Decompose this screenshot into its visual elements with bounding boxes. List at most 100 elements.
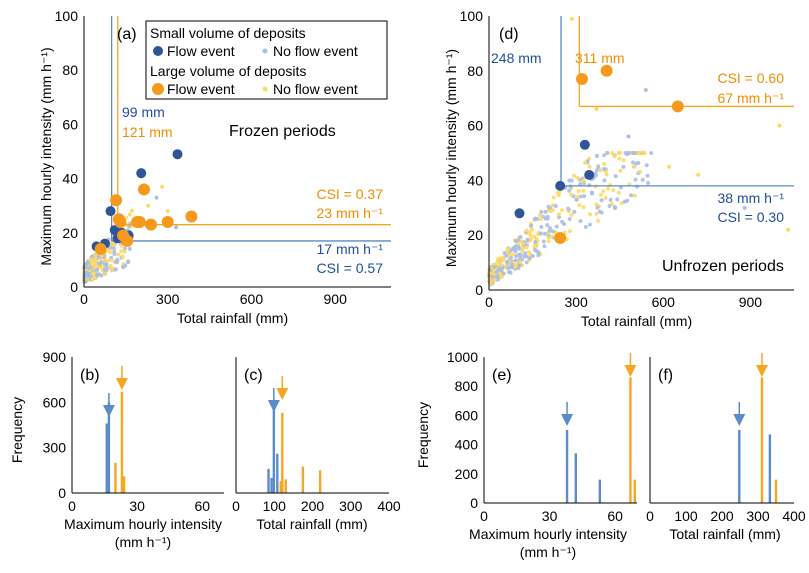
panel-e-large-bar <box>629 377 632 503</box>
panel-d-noflow-point <box>556 193 561 198</box>
panel-d-noflow-point <box>504 260 509 265</box>
panel-d-small-flow-point <box>555 180 566 191</box>
panel-f-large-bar <box>774 479 778 503</box>
panel-a-noflow-point <box>116 252 121 257</box>
panel-d-noflow-point <box>557 189 562 194</box>
panel-d-noflow-point <box>633 177 638 182</box>
panel-f-panel-label: (f) <box>658 367 673 384</box>
panel-a-small-flow-point <box>172 149 183 160</box>
panel-d-noflow-point <box>520 241 525 246</box>
panel-d-noflow-point <box>497 265 502 270</box>
legend: Small volume of deposits Flow event No flo… <box>145 20 388 100</box>
panel-a-noflow-point <box>91 271 96 276</box>
panel-d-noflow-point <box>527 256 532 261</box>
panel-d-noflow-point <box>524 245 529 250</box>
panel-d-noflow-point <box>534 249 539 254</box>
panel-a-noflow-point <box>102 267 107 272</box>
panel-d-noflow-point <box>594 211 599 216</box>
panel-a-xtick-label: 0 <box>80 291 88 307</box>
panel-f-large-arrow <box>755 365 768 377</box>
panel-a-noflow-point <box>119 243 124 248</box>
panel-e-ytick-label: 800 <box>455 378 479 394</box>
panel-d-noflow-point <box>667 164 672 169</box>
panel-a-noflow-point <box>97 261 102 266</box>
panel-d-noflow-point <box>587 222 592 227</box>
panel-a-noflow-point <box>154 195 159 200</box>
panel-d-noflow-point <box>499 262 504 267</box>
panel-d-noflow-point <box>615 197 620 202</box>
panel-e-large-bar <box>633 479 637 503</box>
panel-d-noflow-point <box>518 255 523 260</box>
panel-a-xtick-label: 600 <box>240 291 264 307</box>
legend-small-noflow-marker <box>262 48 268 54</box>
panel-d-noflow-point <box>524 228 529 233</box>
panel-d-noflow-point <box>589 191 594 196</box>
panel-d-noflow-point <box>547 228 552 233</box>
panel-a-noflow-point <box>111 242 116 247</box>
panel-a-small-csi-label: CSI = 0.57 <box>316 260 383 276</box>
panel-d-noflow-point <box>543 209 548 214</box>
panel-d-noflow-point <box>602 153 607 158</box>
panel-c-xtick-label: 100 <box>263 498 287 514</box>
panel-b-xtick-label: 30 <box>129 498 145 514</box>
panel-d-noflow-point <box>595 205 600 210</box>
panel-a-ytick-label: 80 <box>62 62 78 78</box>
panel-d-noflow-point <box>542 231 547 236</box>
panel-d-large-flow-point <box>600 64 613 77</box>
panel-d-noflow-point <box>530 254 535 259</box>
panel-d-noflow-point <box>549 234 554 239</box>
panel-d-ytick-label: 40 <box>467 172 483 188</box>
panel-d-noflow-point <box>505 247 510 252</box>
panel-d-noflow-point <box>508 270 513 275</box>
panel-d-noflow-point <box>582 194 587 199</box>
panel-d-noflow-point <box>545 216 550 221</box>
panel-d-large-total-label: 311 mm <box>575 50 625 66</box>
panel-a-noflow-point <box>120 254 125 259</box>
panel-a-large-total-label: 121 mm <box>122 124 173 140</box>
panel-f-xtick-label: 300 <box>746 508 770 524</box>
panel-a-small-flow-point <box>136 168 147 179</box>
panel-a-large-csi-label: CSI = 0.37 <box>316 186 383 202</box>
panel-d-noflow-point <box>502 251 507 256</box>
panel-a-small-total-label: 99 mm <box>122 104 165 120</box>
panel-d-noflow-point <box>598 168 603 173</box>
panel-f-xtick-label: 100 <box>674 508 698 524</box>
panel-d-noflow-point <box>513 264 518 269</box>
panel-a-small-flow-point <box>105 206 116 217</box>
panel-a-noflow-point <box>83 270 88 275</box>
panel-d-noflow-point <box>528 233 533 238</box>
panel-a-ytick-label: 20 <box>62 225 78 241</box>
panel-d-noflow-point <box>578 219 583 224</box>
panel-d-noflow-point <box>541 239 546 244</box>
panel-b-large-arrow <box>115 378 128 390</box>
panel-a-noflow-point <box>94 273 99 278</box>
panel-d-noflow-point <box>492 277 497 282</box>
legend-small-flow-marker <box>153 46 163 56</box>
panel-d-noflow-point <box>621 158 626 163</box>
panel-d-noflow-point <box>613 206 618 211</box>
panel-d-noflow-point <box>593 171 598 176</box>
panel-c-large-bar <box>301 466 305 493</box>
panel-d-noflow-point <box>583 224 588 229</box>
panel-d-noflow-point <box>612 154 617 159</box>
panel-d-noflow-point <box>626 134 631 139</box>
panel-a-noflow-point <box>108 263 113 268</box>
panel-d-noflow-point <box>696 172 701 177</box>
panel-d-noflow-point <box>629 193 634 198</box>
panel-d-noflow-point <box>501 271 506 276</box>
panel-e-small-bar <box>574 453 577 503</box>
panel-e-ytick-label: 400 <box>455 437 479 453</box>
panel-d-noflow-point <box>594 168 599 173</box>
panel-a-noflow-point <box>107 258 112 263</box>
panel-a-noflow-point <box>113 260 118 265</box>
panel-a-noflow-point <box>88 273 93 278</box>
panel-d-noflow-point <box>513 244 518 249</box>
panel-d-noflow-point <box>508 256 513 261</box>
panel-c-large-bar <box>284 479 287 493</box>
panel-c-small-bar <box>267 468 270 493</box>
panel-a-large-intensity-label: 23 mm h⁻¹ <box>316 205 383 221</box>
legend-small-title: Small volume of deposits <box>150 25 306 41</box>
panel-b-small-bar <box>105 423 108 493</box>
panel-c-small-bar <box>276 453 279 493</box>
panel-d-noflow-point <box>742 205 747 210</box>
